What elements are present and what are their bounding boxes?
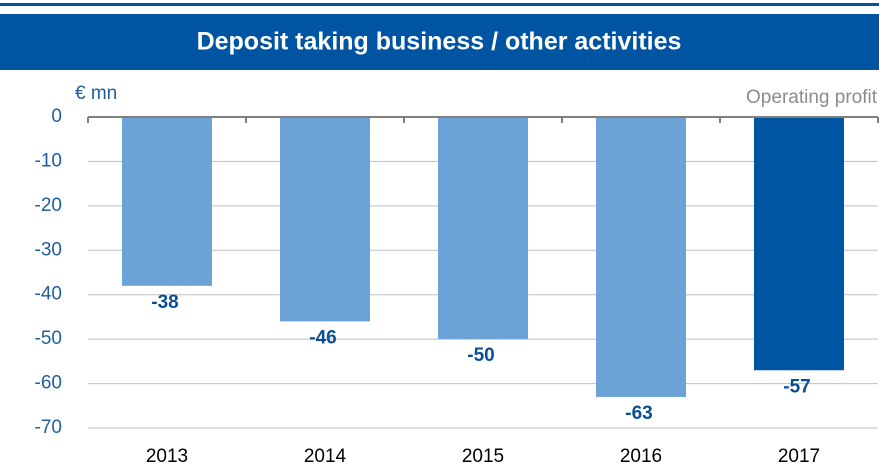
bar [438,117,528,340]
chart-title: Deposit taking business / other activiti… [197,28,682,56]
x-tick-label: 2016 [620,446,662,467]
value-label: -57 [783,376,810,397]
value-label: -46 [309,327,336,348]
unit-label: € mn [75,83,117,104]
y-tick-label: -60 [35,373,62,394]
value-label: -50 [467,345,494,366]
bar [596,117,686,397]
bar [280,117,370,322]
x-tick-label: 2013 [146,446,188,467]
y-tick-label: -20 [35,195,62,216]
title-banner [0,14,879,70]
series-label: Operating profit [746,87,878,108]
x-tick-label: 2015 [462,446,504,467]
y-tick-label: -10 [35,150,62,171]
bar [754,117,844,371]
y-tick-label: 0 [51,106,62,127]
y-tick-label: -40 [35,284,62,305]
y-tick-label: -30 [35,239,62,260]
x-tick-label: 2017 [778,446,820,467]
y-tick-label: -50 [35,328,62,349]
x-tick-label: 2014 [304,446,347,467]
y-tick-label: -70 [35,417,62,438]
bar [122,117,212,286]
top-rule [0,3,879,6]
value-label: -63 [625,403,652,424]
value-label: -38 [151,292,178,313]
